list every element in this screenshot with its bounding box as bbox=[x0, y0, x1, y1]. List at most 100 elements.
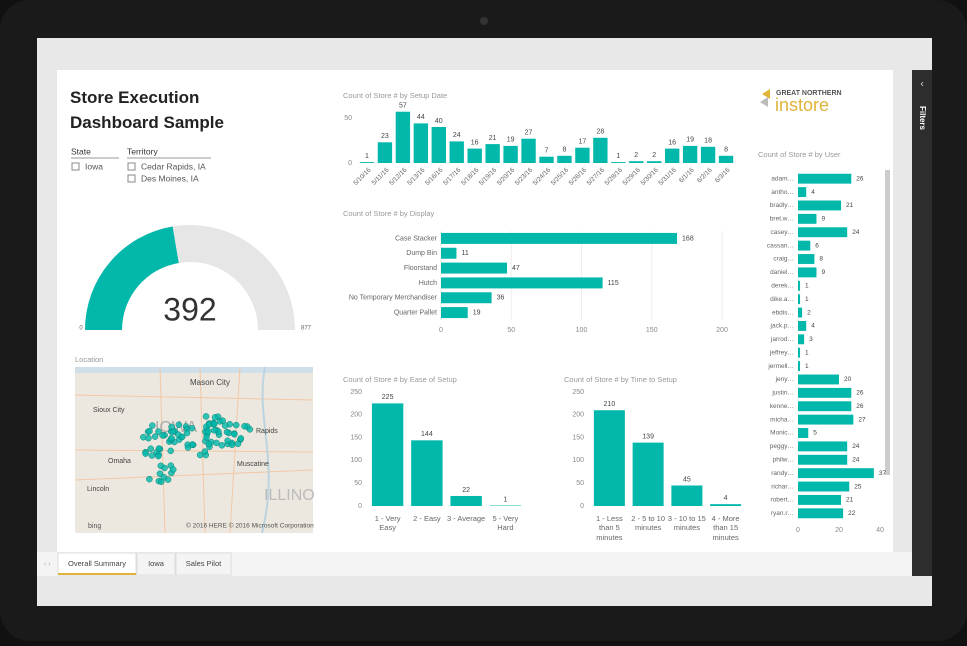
data-label: 20 bbox=[844, 376, 852, 383]
y-tick-label: Case Stacker bbox=[395, 235, 438, 242]
data-label: 40 bbox=[435, 118, 443, 125]
data-label: 24 bbox=[852, 443, 860, 450]
x-tick-label: 3 - 10 to 15 minutes bbox=[668, 514, 707, 533]
y-tick-label: 0 bbox=[580, 503, 584, 510]
bar bbox=[485, 144, 499, 163]
bar bbox=[372, 403, 403, 506]
bar bbox=[798, 308, 802, 318]
map-point bbox=[162, 465, 168, 471]
bar bbox=[633, 443, 664, 506]
data-label: 8 bbox=[562, 147, 566, 154]
y-tick-label: derek… bbox=[771, 282, 794, 289]
slicer-checkbox[interactable] bbox=[128, 163, 135, 170]
y-tick-label: ebdis… bbox=[772, 309, 794, 316]
data-label: 115 bbox=[608, 280, 619, 287]
bar bbox=[441, 292, 492, 303]
y-tick-label: 150 bbox=[572, 434, 584, 441]
scrollbar[interactable] bbox=[885, 170, 890, 475]
map-point bbox=[169, 424, 175, 430]
y-tick-label: Hutch bbox=[419, 280, 437, 287]
map-point bbox=[152, 434, 158, 440]
slicer-checkbox[interactable] bbox=[128, 175, 135, 182]
bar bbox=[798, 468, 874, 478]
bar bbox=[450, 141, 464, 163]
bar bbox=[468, 149, 482, 163]
data-label: 168 bbox=[682, 235, 694, 242]
report-title-box: Store Execution Dashboard Sample bbox=[70, 86, 260, 138]
map-point bbox=[219, 442, 225, 448]
report-tab-label: Iowa bbox=[148, 559, 165, 568]
map-point bbox=[213, 440, 219, 446]
y-tick-label: 100 bbox=[350, 457, 362, 464]
tab-scroll[interactable]: ‹ › bbox=[44, 561, 51, 568]
filters-collapse[interactable]: ‹ bbox=[920, 79, 923, 90]
bar bbox=[647, 161, 661, 163]
bar bbox=[798, 227, 847, 237]
data-label: 210 bbox=[604, 401, 616, 408]
y-tick-label: ryan.r… bbox=[771, 510, 794, 517]
map-point bbox=[168, 448, 174, 454]
data-label: 36 bbox=[497, 295, 505, 302]
y-tick-label: 250 bbox=[572, 389, 584, 396]
map-label: Sioux City bbox=[93, 407, 125, 414]
map-point bbox=[160, 432, 166, 438]
bar bbox=[798, 375, 839, 385]
slicer-title: State bbox=[71, 146, 91, 156]
data-label: 44 bbox=[417, 114, 425, 121]
bar bbox=[360, 162, 374, 163]
data-label: 47 bbox=[512, 265, 520, 272]
slicer-item: Des Moines, IA bbox=[141, 173, 199, 183]
data-label: 57 bbox=[399, 103, 407, 110]
x-tick-label: 40 bbox=[876, 527, 884, 534]
bar bbox=[593, 138, 607, 163]
data-label: 4 bbox=[811, 323, 815, 330]
data-label: 1 bbox=[365, 153, 369, 160]
map-point bbox=[156, 446, 162, 452]
data-label: 225 bbox=[382, 394, 394, 401]
bar bbox=[798, 348, 800, 358]
bar bbox=[629, 161, 643, 163]
data-label: 3 bbox=[809, 336, 813, 343]
y-tick-label: adam… bbox=[771, 175, 794, 182]
bar bbox=[665, 149, 679, 163]
data-label: 11 bbox=[461, 250, 468, 257]
filters-pane[interactable] bbox=[912, 70, 932, 576]
data-label: 21 bbox=[846, 202, 854, 209]
bar bbox=[671, 485, 702, 506]
x-tick-label: 0 bbox=[439, 327, 443, 334]
y-tick-label: 100 bbox=[572, 457, 584, 464]
data-label: 19 bbox=[686, 137, 694, 144]
y-tick-label: 200 bbox=[572, 412, 584, 419]
map-point bbox=[170, 467, 176, 473]
data-label: 2 bbox=[652, 152, 656, 159]
data-label: 144 bbox=[421, 431, 433, 438]
slicer-checkbox[interactable] bbox=[72, 163, 79, 170]
data-label: 18 bbox=[704, 138, 712, 145]
data-label: 26 bbox=[856, 403, 864, 410]
y-tick-label: jermell… bbox=[767, 363, 794, 370]
data-label: 8 bbox=[819, 256, 823, 263]
bar bbox=[798, 334, 804, 344]
data-label: 16 bbox=[471, 139, 479, 146]
bar bbox=[798, 321, 806, 331]
data-label: 17 bbox=[579, 139, 587, 146]
data-label: 7 bbox=[545, 148, 549, 155]
map-label: Omaha bbox=[108, 458, 131, 465]
y-tick-label: 50 bbox=[576, 480, 584, 487]
y-tick-label: robert… bbox=[771, 497, 794, 504]
gauge-max: 877 bbox=[301, 326, 312, 332]
y-tick-label: philw… bbox=[773, 456, 794, 463]
data-label: 4 bbox=[724, 495, 728, 502]
map-point bbox=[242, 423, 248, 429]
x-tick-label-box: 4 - More than 15 minutes bbox=[706, 514, 745, 554]
bar bbox=[441, 277, 603, 288]
map-label: Rapids bbox=[256, 428, 278, 435]
map-point bbox=[143, 451, 149, 457]
data-label: 45 bbox=[683, 476, 691, 483]
map-point bbox=[206, 441, 212, 447]
bar bbox=[798, 174, 851, 184]
data-label: 16 bbox=[668, 139, 676, 146]
y-tick-label: antho… bbox=[771, 189, 794, 196]
map-point bbox=[211, 421, 217, 427]
